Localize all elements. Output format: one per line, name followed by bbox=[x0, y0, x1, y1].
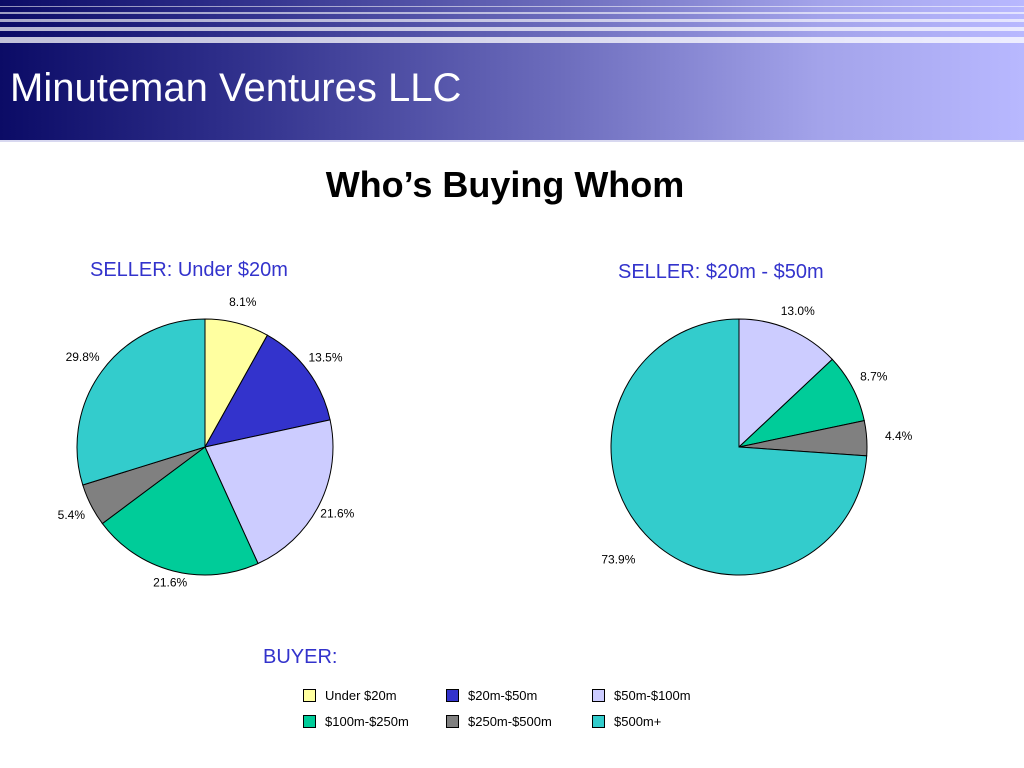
header-title: Minuteman Ventures LLC bbox=[10, 66, 462, 110]
legend-item-100m-250m: $100m-$250m bbox=[303, 714, 409, 729]
legend-item-250m-500m: $250m-$500m bbox=[446, 714, 552, 729]
pie-data-label: 21.6% bbox=[320, 506, 354, 520]
pie-data-label: 73.9% bbox=[601, 553, 635, 567]
pie-data-label: 4.4% bbox=[885, 429, 913, 443]
pie-data-label: 13.5% bbox=[309, 351, 343, 365]
legend-swatch bbox=[446, 689, 459, 702]
legend-title: BUYER: bbox=[263, 646, 338, 668]
pie-slice bbox=[738, 318, 834, 449]
legend-label: $500m+ bbox=[614, 714, 662, 729]
pie-data-label: 5.4% bbox=[58, 508, 86, 522]
pie-data-label: 8.7% bbox=[860, 370, 888, 384]
pie-slice bbox=[204, 419, 334, 565]
pie-data-label: 21.6% bbox=[153, 576, 187, 590]
legend-item-under-20m: Under $20m bbox=[303, 688, 397, 703]
pie-data-label: 8.1% bbox=[229, 295, 257, 309]
pie-slice bbox=[101, 446, 259, 576]
legend-item-20m-50m: $20m-$50m bbox=[446, 688, 537, 703]
pie-title-seller-under-20m: SELLER: Under $20m bbox=[90, 259, 288, 281]
pie-data-label: 29.8% bbox=[66, 350, 100, 364]
pie-slice bbox=[76, 318, 206, 486]
pie-title-seller-20m-50m: SELLER: $20m - $50m bbox=[618, 261, 824, 283]
pie-slice bbox=[610, 318, 868, 576]
legend-label: Under $20m bbox=[325, 688, 397, 703]
legend-label: $250m-$500m bbox=[468, 714, 552, 729]
slide-title: Who’s Buying Whom bbox=[325, 164, 685, 205]
header-divider bbox=[0, 140, 1024, 142]
legend-item-50m-100m: $50m-$100m bbox=[592, 688, 691, 703]
legend-swatch bbox=[592, 689, 605, 702]
legend-item-500m-plus: $500m+ bbox=[592, 714, 661, 729]
legend-label: $100m-$250m bbox=[325, 714, 409, 729]
header-banner: Minuteman Ventures LLC bbox=[0, 0, 1024, 140]
pie-slice bbox=[204, 334, 331, 448]
legend-swatch bbox=[303, 715, 316, 728]
banner-stripes bbox=[0, 6, 1024, 43]
pie-charts: 8.1% 13.5% 21.6% 21.6% 5.4% 29.8% 13.0% 8.7% 4.4… bbox=[58, 295, 913, 590]
legend-label: $50m-$100m bbox=[614, 688, 691, 703]
legend-swatch bbox=[592, 715, 605, 728]
legend-swatch bbox=[446, 715, 459, 728]
legend-swatch bbox=[303, 689, 316, 702]
legend-label: $20m-$50m bbox=[468, 688, 538, 703]
pie-data-label: 13.0% bbox=[781, 304, 815, 318]
